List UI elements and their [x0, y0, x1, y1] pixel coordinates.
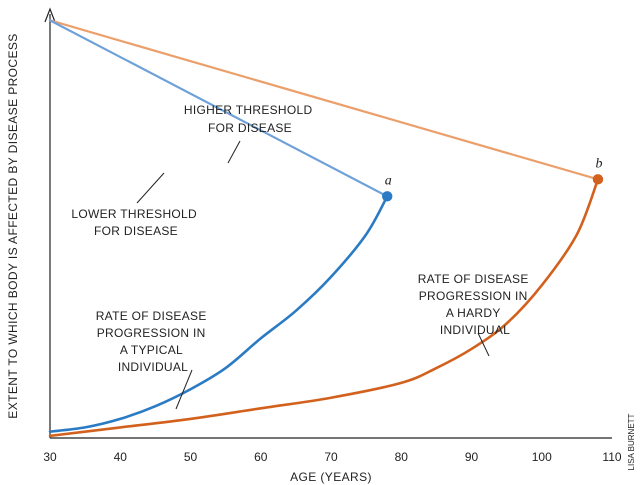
typical-progression-line [48, 195, 389, 433]
lower-threshold-line [48, 19, 389, 198]
x-tick-label: 110 [602, 450, 621, 464]
y-axis [44, 7, 56, 438]
point-b-label: b [595, 156, 602, 171]
hardy-progression-line [48, 178, 600, 438]
typical-progression-label: RATE OF DISEASE PROGRESSION IN A TYPICAL… [96, 309, 211, 374]
point-a-marker [382, 191, 393, 202]
credit-text: LISA BURNETT [627, 413, 636, 470]
x-axis-title: AGE (YEARS) [290, 470, 372, 484]
hardy-progression-label: RATE OF DISEASE PROGRESSION IN A HARDY I… [418, 272, 533, 337]
x-tick-label: 30 [43, 450, 57, 464]
point-a-label: a [385, 173, 392, 188]
higher-threshold-line [48, 19, 600, 181]
x-tick-label: 50 [184, 450, 198, 464]
y-axis-title: EXTENT TO WHICH BODY IS AFFECTED BY DISE… [6, 33, 20, 418]
x-tick-label: 60 [254, 450, 268, 464]
hardy-leader [477, 332, 490, 357]
lower-threshold-leader [136, 172, 165, 204]
x-tick-label: 70 [324, 450, 338, 464]
x-tick-label: 100 [532, 450, 552, 464]
x-tick-label: 40 [114, 450, 128, 464]
typical-leader [175, 369, 193, 410]
x-tick-labels: 30 40 50 60 70 80 90 100 110 [43, 450, 622, 464]
point-b-marker [592, 174, 604, 185]
higher-threshold-leader [227, 140, 241, 164]
x-tick-label: 90 [465, 450, 479, 464]
higher-threshold-label: HIGHER THRESHOLD FOR DISEASE [184, 103, 316, 135]
x-tick-label: 80 [395, 450, 409, 464]
lower-threshold-label: LOWER THRESHOLD FOR DISEASE [71, 207, 200, 238]
